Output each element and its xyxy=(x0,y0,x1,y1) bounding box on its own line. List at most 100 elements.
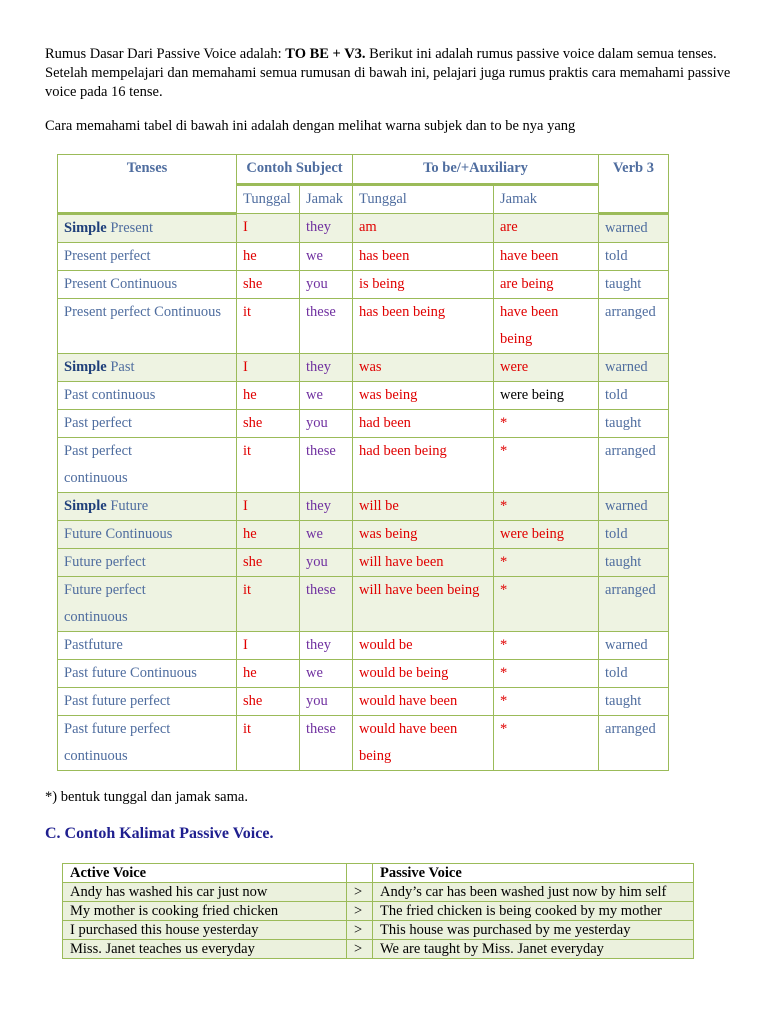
cell: > xyxy=(346,920,373,940)
cell: he xyxy=(236,381,300,410)
cell: taught xyxy=(598,270,670,299)
cell: she xyxy=(236,409,300,438)
cell: he xyxy=(236,242,300,271)
cell: she xyxy=(236,687,300,716)
cell: arranged xyxy=(598,715,670,771)
cell: Past future perfect continuous xyxy=(57,715,237,771)
cell: I purchased this house yesterday xyxy=(62,920,347,940)
cell: told xyxy=(598,242,670,271)
cell: told xyxy=(598,381,670,410)
example-row: I purchased this house yesterday > This ho… xyxy=(62,920,694,940)
intro-rest: Berikut ini adalah rumus passive voice d… xyxy=(45,46,731,100)
cell: I xyxy=(236,353,300,382)
cell: were being xyxy=(492,520,600,549)
intro-lead: Rumus Dasar Dari Passive Voice adalah: xyxy=(45,46,286,62)
cell: would have been xyxy=(352,687,494,716)
cell: they xyxy=(299,631,353,660)
cell: Andy has washed his car just now xyxy=(62,882,347,902)
cell: is being xyxy=(352,270,494,299)
cell: was xyxy=(352,353,494,382)
tense-table: Tenses Contoh Subject To be/+Auxiliary Verb… xyxy=(57,154,670,771)
cell-text: Present xyxy=(110,220,154,236)
cell: Present perfect xyxy=(57,242,237,271)
cell: * xyxy=(492,715,600,771)
cell: has been xyxy=(352,242,494,271)
cell: would be xyxy=(352,631,494,660)
cell: taught xyxy=(598,548,670,577)
cell: I xyxy=(236,213,300,243)
cell: arranged xyxy=(598,298,670,354)
cell: taught xyxy=(598,687,670,716)
cell: she xyxy=(236,548,300,577)
cell: The fried chicken is being cooked by my … xyxy=(372,901,694,921)
cell: are xyxy=(492,213,600,243)
cell: Present perfect Continuous xyxy=(57,298,237,354)
table-row: Past future perfect continuous it these wou… xyxy=(57,715,670,771)
cell-text: Past xyxy=(110,359,135,375)
cell: these xyxy=(299,437,353,493)
cell: was being xyxy=(352,520,494,549)
cell: had been xyxy=(352,409,494,438)
cell: you xyxy=(299,548,353,577)
cell: she xyxy=(236,270,300,299)
table-row: Present Continuous she you is being are bein… xyxy=(57,270,670,299)
cell: will have been being xyxy=(352,576,494,632)
cell: arranged xyxy=(598,576,670,632)
cell: Simple Past xyxy=(57,353,237,382)
cell: * xyxy=(492,492,600,521)
example-row: Miss. Janet teaches us everyday > We are t… xyxy=(62,939,694,959)
cell: you xyxy=(299,687,353,716)
cell: we xyxy=(299,242,353,271)
cell: we xyxy=(299,659,353,688)
cell: * xyxy=(492,631,600,660)
cell-bold: Simple xyxy=(64,498,107,514)
cell: Simple Future xyxy=(57,492,237,521)
cell: Past future perfect xyxy=(57,687,237,716)
example-row: Andy has washed his car just now > Andy’s … xyxy=(62,882,694,902)
cell: * xyxy=(492,576,600,632)
header: Verb 3 xyxy=(598,154,670,215)
subheader: Jamak xyxy=(492,184,600,214)
cell: are being xyxy=(492,270,600,299)
cell: Andy’s car has been washed just now by h… xyxy=(372,882,694,902)
cell: we xyxy=(299,381,353,410)
cell: these xyxy=(299,576,353,632)
cell: they xyxy=(299,213,353,243)
cell: > xyxy=(346,901,373,921)
cell: would have been being xyxy=(352,715,494,771)
header: Contoh Subject xyxy=(236,154,353,186)
cell: he xyxy=(236,520,300,549)
subheader: Jamak xyxy=(299,184,353,214)
cell: he xyxy=(236,659,300,688)
cell: warned xyxy=(598,631,670,660)
cell-bold: Simple xyxy=(64,220,107,236)
cell: Past future Continuous xyxy=(57,659,237,688)
cell: I xyxy=(236,631,300,660)
cell: it xyxy=(236,298,300,354)
cell: taught xyxy=(598,409,670,438)
cell: warned xyxy=(598,353,670,382)
table-row: Future perfect continuous it these will hav… xyxy=(57,576,670,632)
cell: > xyxy=(346,939,373,959)
table-row: Future Continuous he we was being were being… xyxy=(57,520,670,549)
formula: TO BE + V3. xyxy=(285,46,366,62)
cell: it xyxy=(236,576,300,632)
cell: it xyxy=(236,437,300,493)
cell: will have been xyxy=(352,548,494,577)
cell: will be xyxy=(352,492,494,521)
table-row: Past future perfect she you would have been… xyxy=(57,687,670,716)
example-table: Active Voice Passive Voice Andy has washe… xyxy=(62,863,694,959)
intro: Rumus Dasar Dari Passive Voice adalah: T… xyxy=(45,45,735,102)
table-row: Past continuous he we was being were being to… xyxy=(57,381,670,410)
subheader: Tunggal xyxy=(236,184,300,214)
subheader: Tunggal xyxy=(352,184,494,214)
cell: these xyxy=(299,298,353,354)
cell: * xyxy=(492,687,600,716)
note: Cara memahami tabel di bawah ini adalah … xyxy=(45,118,576,134)
cell: told xyxy=(598,659,670,688)
